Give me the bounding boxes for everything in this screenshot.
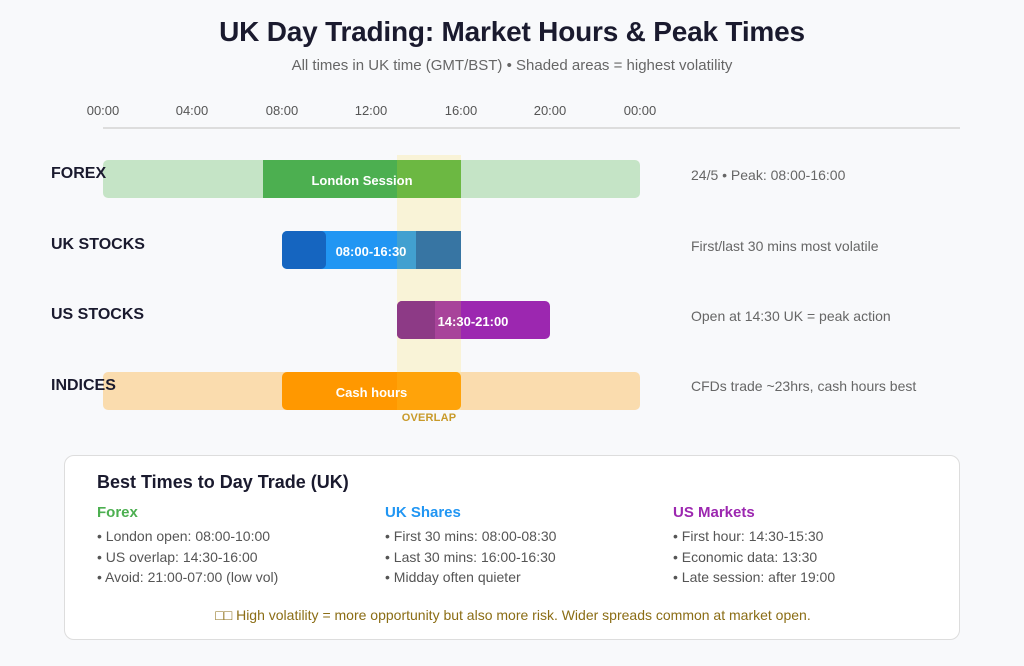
axis-tick: 16:00 — [444, 103, 478, 118]
forex-bar-label: London Session — [311, 173, 413, 188]
uk-stocks-bar-label: 08:00-16:30 — [335, 244, 407, 259]
us-stocks-open-segment — [397, 301, 435, 339]
volatility-warning: □□ High volatility = more opportunity bu… — [215, 607, 811, 623]
row-label-indices: INDICES — [51, 377, 116, 394]
column-heading: US Markets — [673, 504, 755, 521]
column-item: • First 30 mins: 08:00-08:30 — [385, 528, 557, 544]
axis-line — [103, 127, 960, 129]
card-title: Best Times to Day Trade (UK) — [97, 472, 349, 492]
column-heading: Forex — [97, 504, 138, 521]
column-item: • Last 30 mins: 16:00-16:30 — [385, 548, 556, 565]
forex-overlap-segment — [397, 160, 461, 198]
axis-tick: 08:00 — [265, 103, 299, 118]
best-times-card: Best Times to Day Trade (UK) Forex • Lon… — [64, 455, 960, 640]
indices-bar-label: Cash hours — [335, 385, 408, 400]
axis-tick: 00:00 — [86, 103, 120, 118]
row-note-uk-stocks: First/last 30 mins most volatile — [691, 238, 879, 254]
row-label-us-stocks: US STOCKS — [51, 306, 145, 323]
uk-stocks-open-segment — [282, 231, 326, 269]
us-stocks-bar-label: 14:30-21:00 — [437, 314, 509, 329]
forex-column: Forex • London open: 08:00-10:00 • US ov… — [97, 504, 377, 588]
page-subtitle: All times in UK time (GMT/BST) • Shaded … — [291, 57, 733, 74]
row-note-forex: 24/5 • Peak: 08:00-16:00 — [691, 167, 846, 183]
row-label-forex: FOREX — [51, 165, 107, 182]
column-item: • London open: 08:00-10:00 — [97, 528, 271, 544]
column-heading: UK Shares — [385, 504, 461, 521]
page-title: UK Day Trading: Market Hours & Peak Time… — [219, 16, 805, 47]
row-note-us-stocks: Open at 14:30 UK = peak action — [691, 308, 891, 324]
uk-stocks-overlap-segment — [397, 231, 416, 269]
column-item: • Avoid: 21:00-07:00 (low vol) — [97, 569, 279, 585]
axis-tick: 00:00 — [623, 103, 657, 118]
column-item: • Economic data: 13:30 — [673, 548, 818, 565]
row-label-uk-stocks: UK STOCKS — [51, 236, 145, 253]
axis-tick: 04:00 — [175, 103, 209, 118]
axis-tick: 20:00 — [533, 103, 567, 118]
uk-stocks-close-segment — [416, 231, 461, 269]
uk-shares-column: UK Shares • First 30 mins: 08:00-08:30 •… — [385, 504, 665, 588]
axis-tick: 12:00 — [354, 103, 388, 118]
us-markets-column: US Markets • First hour: 14:30-15:30 • E… — [673, 504, 953, 588]
column-item: • Late session: after 19:00 — [673, 569, 836, 585]
overlap-label: OVERLAP — [401, 412, 457, 424]
column-item: • US overlap: 14:30-16:00 — [97, 548, 258, 565]
indices-overlap-segment — [397, 372, 461, 410]
row-note-indices: CFDs trade ~23hrs, cash hours best — [691, 378, 917, 394]
column-item: • Midday often quieter — [385, 569, 521, 585]
column-item: • First hour: 14:30-15:30 — [673, 528, 824, 544]
